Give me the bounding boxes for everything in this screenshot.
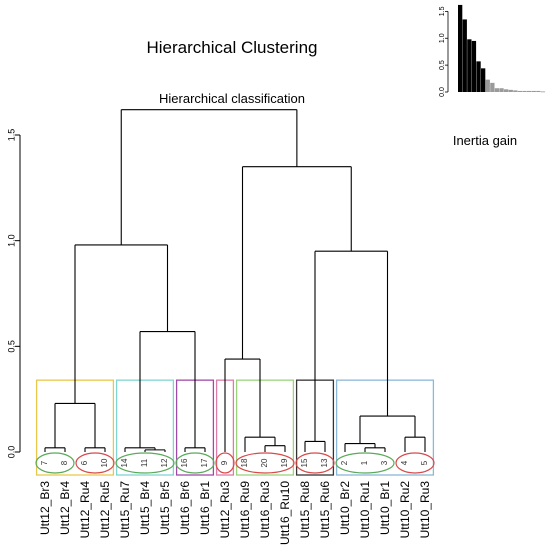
leaf-number: 8: [60, 460, 69, 465]
leaf-number: 7: [40, 460, 49, 465]
cluster-ellipses: [35, 452, 435, 474]
leaf-number: 14: [120, 458, 129, 467]
inertia-bar: [522, 90, 527, 92]
cluster-ellipse: [395, 452, 435, 474]
leaf-number: 18: [240, 458, 249, 467]
leaf-label: Utt15_Ru7: [118, 481, 132, 539]
inertia-bar: [513, 90, 518, 92]
leaf-number: 10: [100, 458, 109, 467]
inertia-chart-title: Inertia gain: [453, 133, 517, 148]
inertia-bar: [517, 90, 523, 92]
cluster-ellipse: [235, 452, 295, 474]
chart-subtitle: Hierarchical classification: [159, 91, 305, 106]
cluster-ellipse: [35, 452, 75, 474]
leaf-number: 11: [140, 458, 149, 467]
inertia-bar: [481, 68, 486, 92]
cluster-box: [335, 379, 435, 476]
inertia-bar: [490, 82, 495, 92]
cluster-ellipse: [115, 452, 175, 474]
leaf-number: 6: [80, 460, 89, 465]
inertia-bar: [499, 88, 504, 92]
inertia-bar: [531, 90, 536, 92]
leaf-label: Utt15_Br5: [158, 481, 172, 535]
leaf-label: Utt15_Br4: [138, 481, 152, 535]
leaf-number: 20: [260, 458, 269, 467]
inertia-y-tick-label: 0.5: [439, 60, 446, 70]
inertia-bar: [462, 19, 467, 92]
leaf-label: Utt10_Ru3: [418, 481, 432, 539]
inertia-y-tick-label: 1.0: [439, 33, 446, 43]
leaf-label: Utt12_Ru3: [218, 481, 232, 539]
inertia-bar: [536, 90, 541, 92]
inertia-bar: [504, 89, 509, 92]
cluster-ellipse: [295, 452, 335, 474]
dendrogram-y-axis: 0.0 0.5 1.0 1.5: [6, 129, 21, 459]
inertia-bar: [527, 90, 532, 92]
cluster-box: [115, 379, 175, 476]
leaf-labels: Utt12_Br3 Utt12_Br4 Utt12_Ru4 Utt12_Ru5 Utt1…: [38, 481, 432, 545]
leaf-label: Utt15_Ru8: [298, 481, 312, 539]
leaf-numbers: 7 8 6 10 14 11 12 16 17 9 18 20 19 15 13 2 1 3 4 5: [40, 458, 429, 467]
cluster-box: [235, 379, 295, 476]
y-tick-label: 0.5: [6, 340, 16, 353]
y-tick-label: 0.0: [6, 446, 16, 459]
inertia-bar: [494, 88, 500, 92]
inertia-y-tick-label: 0.0: [439, 87, 446, 97]
cluster-ellipse: [75, 452, 115, 474]
leaf-number: 15: [300, 458, 309, 467]
cluster-ellipse: [175, 452, 215, 474]
leaf-number: 9: [220, 460, 229, 465]
leaf-label: Utt16_Ru10: [278, 481, 292, 545]
leaf-number: 1: [360, 460, 369, 465]
inertia-bar: [485, 79, 490, 92]
leaf-number: 2: [340, 460, 349, 465]
leaf-label: Utt10_Ru2: [398, 481, 412, 539]
leaf-number: 12: [160, 458, 169, 467]
inertia-y-tick-label: 1.5: [439, 6, 446, 16]
inertia-bars: [458, 4, 546, 93]
y-tick-label: 1.0: [6, 234, 16, 247]
leaf-label: Utt10_Br2: [338, 481, 352, 535]
leaf-label: Utt16_Br1: [198, 481, 212, 535]
leaf-number: 19: [280, 458, 289, 467]
leaf-number: 13: [320, 458, 329, 467]
dendrogram-branches: [44, 109, 426, 452]
inertia-bar: [540, 91, 546, 93]
leaf-number: 17: [200, 458, 209, 467]
leaf-label: Utt16_Br6: [178, 481, 192, 535]
inertia-bar: [458, 4, 463, 92]
cluster-boxes: [35, 379, 435, 476]
inertia-bar: [476, 61, 481, 92]
leaf-number: 5: [420, 460, 429, 465]
leaf-label: Utt12_Ru4: [78, 481, 92, 539]
leaf-label: Utt16_Ru9: [238, 481, 252, 539]
leaf-number: 16: [180, 458, 189, 467]
inertia-y-axis: 0.0 0.5 1.0 1.5: [439, 6, 449, 97]
chart-title: Hierarchical Clustering: [146, 38, 317, 57]
cluster-ellipse: [215, 452, 235, 474]
y-tick-label: 1.5: [6, 129, 16, 142]
leaf-label: Utt12_Ru5: [98, 481, 112, 539]
leaf-label: Utt12_Br4: [58, 481, 72, 535]
leaf-label: Utt15_Ru6: [318, 481, 332, 539]
inertia-bar: [471, 40, 477, 92]
inertia-bar: [467, 39, 472, 92]
cluster-ellipse: [335, 452, 395, 474]
leaf-number: 4: [400, 460, 409, 465]
inertia-bar: [508, 89, 513, 92]
leaf-number: 3: [380, 460, 389, 465]
leaf-label: Utt12_Br3: [38, 481, 52, 535]
leaf-label: Utt16_Ru3: [258, 481, 272, 539]
leaf-label: Utt10_Ru1: [358, 481, 372, 539]
leaf-label: Utt10_Br1: [378, 481, 392, 535]
